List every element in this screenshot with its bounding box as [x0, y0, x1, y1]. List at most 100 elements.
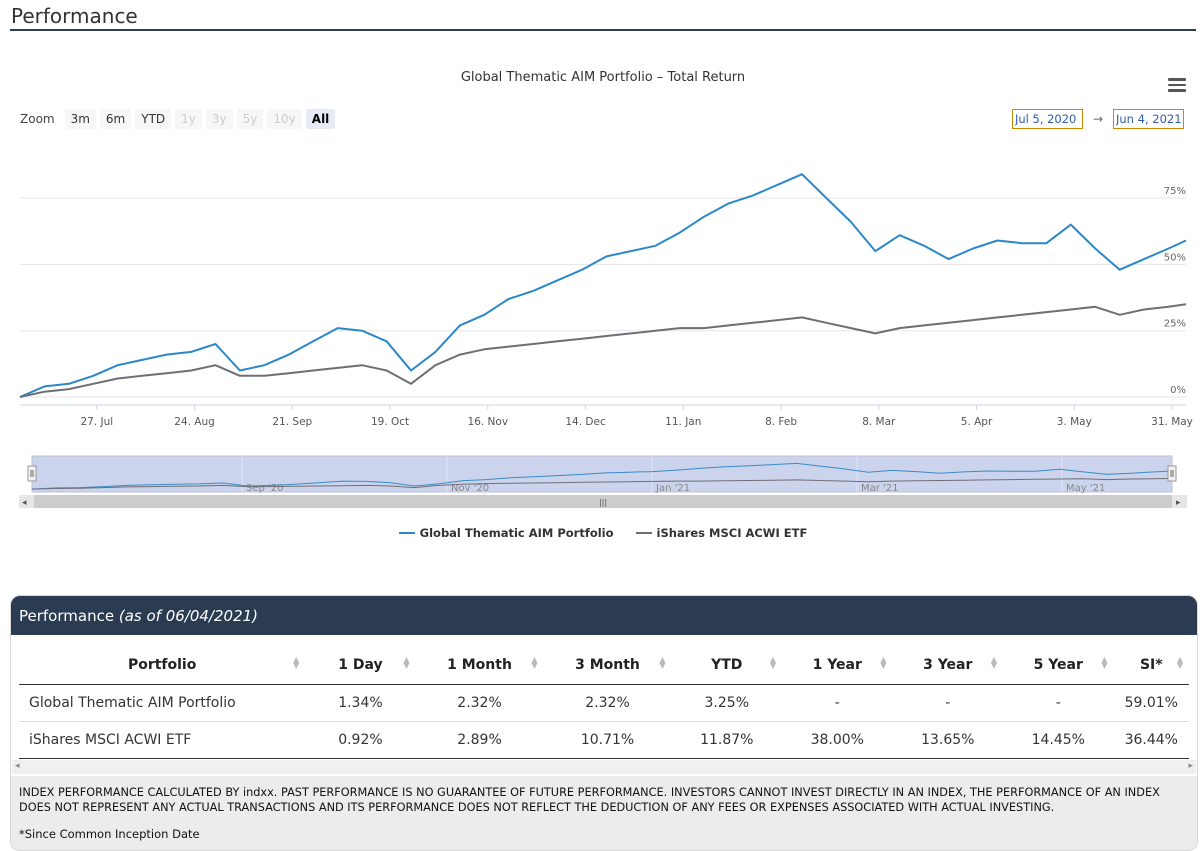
row-value-cell: 14.45%	[1003, 721, 1114, 759]
column-header-2[interactable]: 1 Month ▲ ▼	[415, 646, 544, 685]
zoom-label: Zoom	[20, 112, 55, 126]
column-header-5[interactable]: 1 Year ▲ ▼	[782, 646, 893, 685]
range-arrow: →	[1092, 112, 1103, 126]
disclaimer-text: INDEX PERFORMANCE CALCULATED BY indxx. P…	[19, 786, 1160, 814]
row-value-cell: 2.89%	[415, 721, 544, 759]
disclaimer-box: INDEX PERFORMANCE CALCULATED BY indxx. P…	[11, 776, 1197, 850]
navigator-label: May '21	[1066, 483, 1105, 494]
column-header-label: Portfolio	[127, 657, 197, 673]
chart-title: Global Thematic AIM Portfolio – Total Re…	[460, 70, 746, 85]
table-body: Global Thematic AIM Portfolio 1.34% 2.32% 2…	[19, 684, 1189, 759]
row-value-cell: 38.00%	[782, 721, 893, 759]
column-header-1[interactable]: 1 Day ▲ ▼	[305, 646, 416, 685]
row-value-cell: 1.34%	[305, 684, 416, 722]
navigator-right-handle[interactable]	[1167, 465, 1177, 482]
table-row: Global Thematic AIM Portfolio 1.34% 2.32% 2…	[19, 684, 1189, 722]
zoom-button-all[interactable]: All	[305, 109, 336, 129]
scroll-left-icon[interactable]: ◂	[15, 761, 20, 771]
zoom-button-3m[interactable]: 3m	[64, 109, 96, 129]
hamburger-menu-icon[interactable]	[1168, 78, 1186, 92]
zoom-controls: Zoom 3m 6m YTD 1y 3y 5y 10y All	[20, 109, 336, 129]
row-value-cell: 11.87%	[671, 721, 783, 759]
zoom-button-1y[interactable]: 1y	[175, 109, 202, 129]
sort-icon[interactable]: ▲ ▼	[1176, 655, 1183, 670]
sort-icon[interactable]: ▲ ▼	[1101, 655, 1108, 670]
x-tick-label: 8. Feb	[765, 416, 797, 428]
zoom-button-5y[interactable]: 5y	[236, 109, 264, 129]
x-tick-label: 8. Mar	[862, 416, 896, 428]
sort-icon[interactable]: ▲ ▼	[531, 655, 538, 670]
navigator-series-portfolio	[31, 462, 1173, 490]
column-header-7[interactable]: 5 Year ▲ ▼	[1003, 646, 1114, 685]
y-tick-label: 75%	[1164, 186, 1186, 197]
x-tick-label: 31. May	[1151, 416, 1193, 428]
x-tick-label: 14. Dec	[565, 416, 606, 428]
row-value-cell: -	[892, 684, 1004, 722]
y-tick-label: 25%	[1164, 319, 1186, 330]
zoom-button-6m[interactable]: 6m	[99, 109, 132, 129]
column-header-label: 1 Day	[338, 657, 383, 673]
column-header-label: 5 Year	[1033, 657, 1083, 673]
scroll-left-arrow-icon[interactable]: ◂	[22, 498, 27, 508]
sort-icon[interactable]: ▲ ▼	[769, 655, 777, 670]
navigator-left-handle[interactable]	[27, 465, 37, 482]
range-from-input[interactable]	[1011, 109, 1083, 129]
title-divider	[10, 29, 1196, 31]
column-header-6[interactable]: 3 Year ▲ ▼	[892, 646, 1004, 685]
column-header-8[interactable]: SI* ▲ ▼	[1113, 646, 1189, 685]
row-value-cell: 36.44%	[1113, 721, 1189, 759]
sort-icon[interactable]: ▲ ▼	[659, 655, 666, 670]
navigator-label: Nov '20	[451, 483, 489, 494]
legend-swatch-benchmark	[635, 532, 652, 534]
x-tick-label: 11. Jan	[665, 416, 701, 428]
zoom-button-10y[interactable]: 10y	[267, 109, 302, 129]
row-value-cell: -	[1003, 684, 1114, 722]
row-value-cell: 2.32%	[415, 684, 544, 722]
series-line-portfolio	[19, 173, 1187, 398]
page-title: Performance	[11, 4, 138, 28]
sort-icon[interactable]: ▲ ▼	[880, 655, 887, 670]
legend-item-portfolio[interactable]: Global Thematic AIM Portfolio	[398, 526, 614, 540]
y-tick-label: 0%	[1170, 385, 1186, 396]
row-portfolio-name: Global Thematic AIM Portfolio	[19, 684, 306, 722]
range-to-input[interactable]	[1113, 109, 1184, 129]
navigator-label: Mar '21	[861, 483, 899, 494]
column-header-label: 3 Year	[923, 657, 973, 673]
table-header-row: Portfolio ▲ ▼ 1 Day ▲ ▼ 1 Month ▲ ▼ 3 Month ▲ ▼ YTD ▲…	[19, 646, 1189, 685]
scroll-right-icon[interactable]: ▸	[1188, 761, 1193, 771]
navigator-scrollbar-thumb[interactable]	[34, 495, 1172, 508]
x-tick-label: 16. Nov	[468, 416, 509, 428]
legend-label-benchmark: iShares MSCI ACWI ETF	[656, 526, 808, 540]
scroll-right-arrow-icon[interactable]: ▸	[1176, 498, 1181, 508]
navigator-label: Sep '20	[246, 483, 284, 494]
legend-item-benchmark[interactable]: iShares MSCI ACWI ETF	[635, 526, 808, 540]
sort-icon[interactable]: ▲ ▼	[293, 655, 300, 670]
sort-icon[interactable]: ▲ ▼	[990, 655, 998, 670]
performance-header: Performance (as of 06/04/2021)	[11, 596, 1197, 635]
x-tick-label: 27. Jul	[80, 416, 113, 428]
row-portfolio-name: iShares MSCI ACWI ETF	[19, 721, 306, 759]
row-value-cell: 0.92%	[305, 721, 416, 759]
scroll-grip-icon: |||	[599, 498, 607, 507]
x-tick-label: 21. Sep	[272, 416, 312, 428]
column-header-3[interactable]: 3 Month ▲ ▼	[543, 646, 672, 685]
column-header-4[interactable]: YTD ▲ ▼	[671, 646, 783, 685]
row-value-cell: 59.01%	[1113, 684, 1189, 722]
column-header-label: 3 Month	[575, 657, 640, 673]
sort-icon[interactable]: ▲ ▼	[403, 655, 410, 670]
legend-swatch-portfolio	[398, 532, 415, 534]
column-header-label: 1 Month	[447, 657, 512, 673]
chart-svg: 0% 25% 50% 75% 27. Jul 24. Aug 21. Sep 19. Oct 1…	[19, 173, 1193, 508]
horizontal-scrollbar[interactable]: ◂ ▸	[12, 760, 1196, 774]
row-value-cell: 10.71%	[543, 721, 672, 759]
zoom-button-ytd[interactable]: YTD	[135, 109, 172, 129]
column-header-0[interactable]: Portfolio ▲ ▼	[19, 646, 306, 685]
row-value-cell: 3.25%	[671, 684, 783, 722]
column-header-label: YTD	[711, 657, 743, 673]
row-value-cell: 13.65%	[892, 721, 1004, 759]
zoom-button-3y[interactable]: 3y	[205, 109, 233, 129]
x-tick-label: 5. Apr	[961, 416, 993, 428]
performance-table: Portfolio ▲ ▼ 1 Day ▲ ▼ 1 Month ▲ ▼ 3 Month ▲ ▼ YTD ▲…	[19, 646, 1189, 759]
navigator-selection[interactable]	[31, 455, 1173, 493]
row-value-cell: 2.32%	[543, 684, 672, 722]
